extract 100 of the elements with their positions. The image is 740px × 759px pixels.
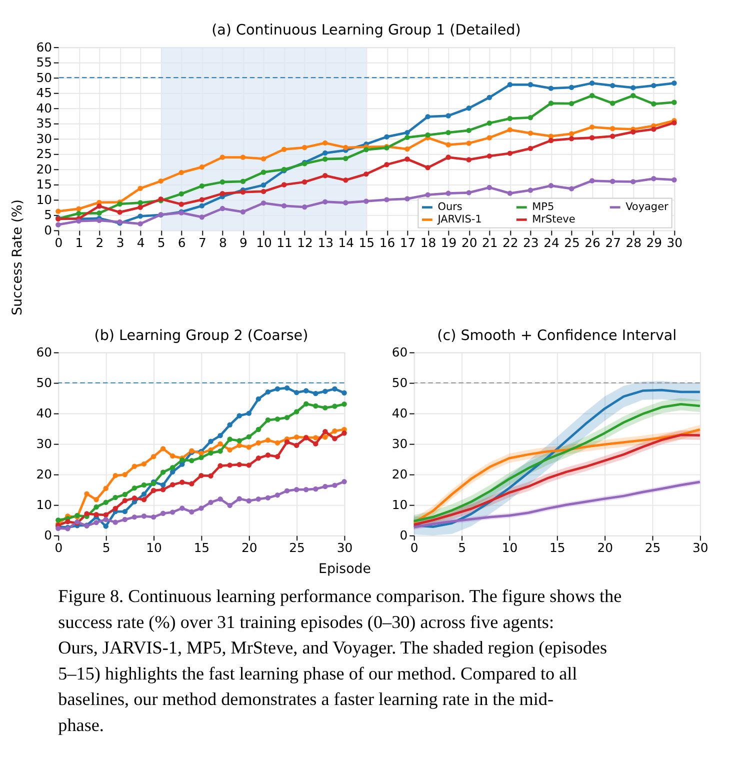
- x-tick-label: 13: [318, 234, 334, 250]
- point: [178, 202, 184, 207]
- point: [189, 458, 194, 464]
- point: [528, 115, 534, 120]
- x-tick-label: 17: [400, 234, 416, 250]
- chart-title: (c) Smooth + Confidence Interval: [437, 328, 677, 344]
- x-tick-label: 10: [146, 540, 162, 556]
- point: [246, 498, 252, 504]
- point: [322, 199, 328, 204]
- legend-label: Voyager: [626, 201, 670, 214]
- point: [466, 128, 472, 134]
- point: [630, 85, 636, 90]
- point: [342, 402, 347, 407]
- point: [103, 524, 108, 529]
- point: [548, 100, 554, 106]
- point: [294, 434, 300, 440]
- x-tick-label: 15: [194, 540, 210, 556]
- point: [364, 198, 369, 204]
- point: [610, 178, 616, 184]
- x-axis-title: Episode: [318, 562, 371, 578]
- point: [425, 114, 430, 120]
- point: [260, 182, 266, 188]
- point: [507, 127, 513, 132]
- legend-label: MrSteve: [532, 214, 576, 226]
- point: [466, 140, 472, 146]
- point: [265, 495, 271, 500]
- point: [343, 144, 348, 150]
- point: [589, 135, 595, 140]
- x-tick-label: 20: [241, 540, 258, 556]
- point: [343, 178, 348, 183]
- point: [610, 134, 616, 139]
- point: [112, 506, 118, 512]
- point: [630, 93, 636, 98]
- point: [322, 429, 328, 434]
- point: [313, 390, 318, 396]
- x-tick-label: 8: [218, 234, 227, 250]
- point: [103, 486, 108, 491]
- point: [548, 138, 554, 144]
- point: [150, 454, 156, 460]
- x-tick-label: 6: [178, 234, 186, 250]
- point: [322, 405, 328, 410]
- point: [384, 134, 390, 140]
- point: [322, 484, 328, 490]
- point: [256, 456, 262, 461]
- point: [322, 388, 328, 394]
- point: [486, 135, 492, 140]
- legend-label: JARVIS-1: [436, 214, 482, 226]
- y-tick-label: 0: [44, 528, 52, 543]
- point: [265, 389, 271, 395]
- point: [303, 401, 309, 406]
- point: [220, 179, 226, 185]
- point: [486, 94, 492, 100]
- y-tick-label: 20: [36, 161, 52, 176]
- point: [199, 214, 205, 220]
- x-tick-label: 24: [544, 234, 560, 250]
- point: [589, 80, 595, 86]
- point: [76, 206, 82, 212]
- point: [322, 140, 328, 146]
- x-tick-label: 18: [420, 234, 436, 250]
- point: [528, 188, 534, 193]
- point: [218, 496, 223, 502]
- point: [180, 480, 185, 485]
- point: [589, 124, 595, 130]
- point: [302, 179, 308, 185]
- point: [84, 491, 90, 496]
- point: [507, 150, 513, 156]
- point: [236, 442, 242, 448]
- x-tick-label: 5: [157, 234, 166, 250]
- y-tick-label: 5: [44, 207, 52, 222]
- point: [568, 136, 574, 142]
- point: [117, 210, 122, 215]
- y-tick-label: 50: [392, 375, 408, 390]
- chart-title: (b) Learning Group 2 (Coarse): [94, 328, 308, 344]
- x-tick-label: 4: [136, 234, 145, 250]
- point: [199, 164, 205, 170]
- point: [404, 134, 410, 140]
- point: [170, 482, 176, 488]
- point: [158, 178, 164, 184]
- y-tick-label: 50: [36, 70, 52, 85]
- point: [548, 183, 554, 188]
- point: [507, 190, 513, 196]
- x-tick-label: 21: [482, 234, 498, 250]
- point: [302, 144, 308, 150]
- x-tick-label: 30: [666, 234, 683, 250]
- point: [112, 472, 118, 478]
- y-axis-title: Success Rate (%): [10, 199, 26, 316]
- point: [260, 156, 266, 162]
- point: [122, 508, 128, 514]
- x-tick-label: 10: [256, 234, 272, 250]
- point: [322, 156, 328, 162]
- point: [589, 178, 595, 184]
- point: [227, 422, 232, 428]
- point: [384, 197, 390, 202]
- point: [294, 442, 300, 448]
- point: [56, 222, 61, 228]
- x-tick-label: 5: [458, 540, 466, 556]
- point: [240, 154, 246, 160]
- point: [507, 116, 513, 122]
- point: [218, 463, 223, 468]
- point: [284, 488, 290, 494]
